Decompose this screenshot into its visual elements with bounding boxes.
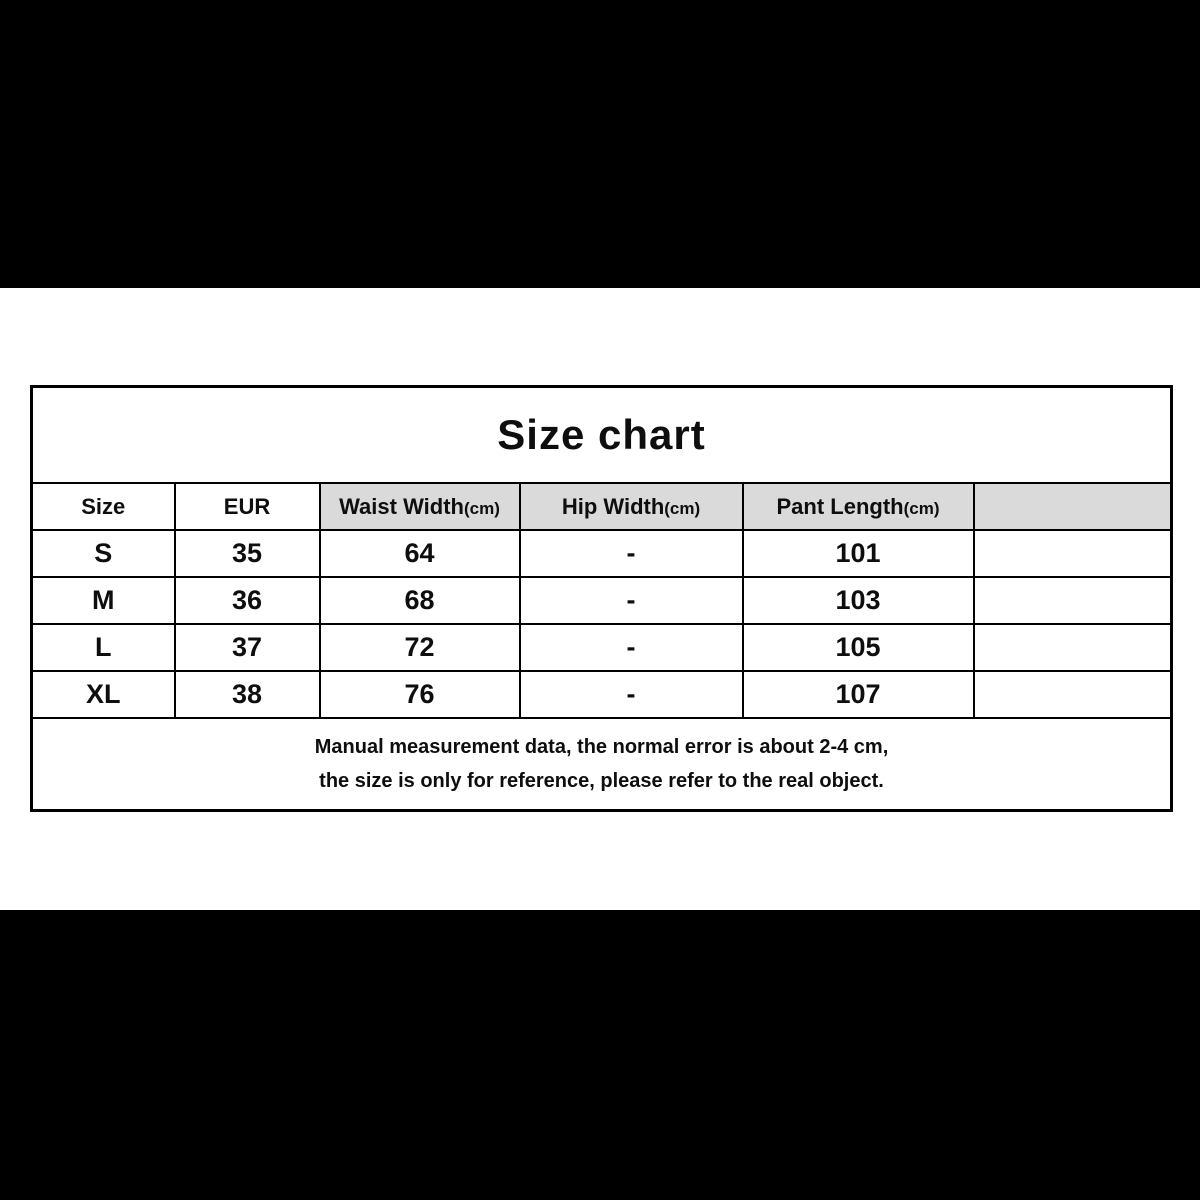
table-row-m: M 36 68 - 103 — [30, 576, 1173, 625]
empty-cell — [972, 670, 1173, 719]
column-header-eur: EUR — [173, 482, 321, 531]
table-row-l: L 37 72 - 105 — [30, 623, 1173, 672]
page-title: Size chart — [30, 385, 1173, 484]
column-header-pant-length: Pant Length(cm) — [741, 482, 975, 531]
hip-width-cell: - — [518, 623, 744, 672]
table-row-xl: XL 38 76 - 107 — [30, 670, 1173, 719]
column-header-label: EUR — [223, 493, 271, 519]
table-row-s: S 35 64 - 101 — [30, 529, 1173, 578]
column-header-label: Pant Length — [776, 493, 904, 519]
eur-cell: 36 — [173, 576, 321, 625]
waist-width-cell: 64 — [318, 529, 521, 578]
column-header-unit: (cm) — [463, 498, 500, 518]
eur-cell: 38 — [173, 670, 321, 719]
pant-length-cell: 105 — [741, 623, 975, 672]
hip-width-cell: - — [518, 670, 744, 719]
column-header-label: Size — [81, 493, 126, 519]
size-cell: S — [30, 529, 176, 578]
measurement-note: Manual measurement data, the normal erro… — [30, 717, 1173, 812]
waist-width-cell: 72 — [318, 623, 521, 672]
top-black-bar — [0, 0, 1200, 288]
header-row: Size EUR Waist Width(cm) Hip Width(cm) P… — [30, 482, 1173, 531]
column-header-waist-width: Waist Width(cm) — [318, 482, 521, 531]
size-cell: L — [30, 623, 176, 672]
empty-cell — [972, 529, 1173, 578]
eur-cell: 35 — [173, 529, 321, 578]
size-cell: M — [30, 576, 176, 625]
note-line-1: Manual measurement data, the normal erro… — [314, 736, 889, 758]
size-cell: XL — [30, 670, 176, 719]
pant-length-cell: 101 — [741, 529, 975, 578]
empty-cell — [972, 576, 1173, 625]
hip-width-cell: - — [518, 576, 744, 625]
column-header-empty — [972, 482, 1173, 531]
column-header-unit: (cm) — [664, 498, 701, 518]
waist-width-cell: 68 — [318, 576, 521, 625]
hip-width-cell: - — [518, 529, 744, 578]
waist-width-cell: 76 — [318, 670, 521, 719]
column-header-unit: (cm) — [903, 498, 940, 518]
size-chart-table: Size chart Size EUR Waist Width(cm) Hip … — [30, 385, 1174, 812]
column-header-size: Size — [30, 482, 176, 531]
empty-cell — [972, 623, 1173, 672]
pant-length-cell: 107 — [741, 670, 975, 719]
note-line-2: the size is only for reference, please r… — [319, 770, 884, 792]
eur-cell: 37 — [173, 623, 321, 672]
note-row: Manual measurement data, the normal erro… — [30, 717, 1173, 812]
pant-length-cell: 103 — [741, 576, 975, 625]
column-header-label: Waist Width — [339, 493, 464, 519]
size-chart-container: Size chart Size EUR Waist Width(cm) Hip … — [30, 385, 1174, 812]
column-header-label: Hip Width — [561, 493, 665, 519]
bottom-black-bar — [0, 910, 1200, 1200]
column-header-hip-width: Hip Width(cm) — [518, 482, 744, 531]
title-row: Size chart — [30, 385, 1173, 484]
